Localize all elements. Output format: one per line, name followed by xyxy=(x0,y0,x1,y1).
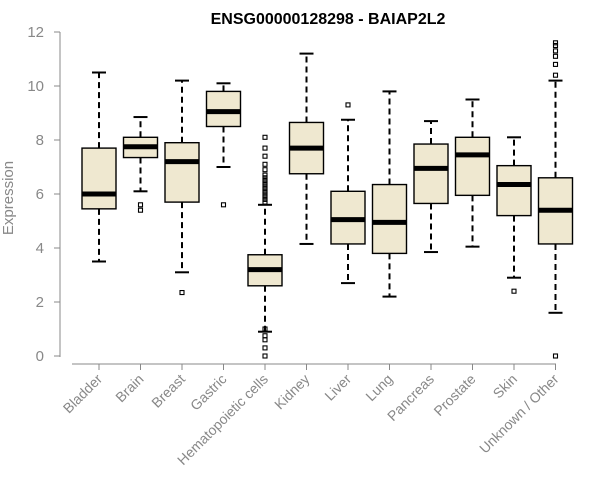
outlier-point xyxy=(179,289,185,296)
box-group xyxy=(537,40,574,359)
box-group xyxy=(371,90,408,298)
outlier-point xyxy=(262,183,268,189)
outlier-point xyxy=(262,337,268,343)
y-axis-label: Expression xyxy=(0,161,17,235)
outlier-point xyxy=(552,53,559,59)
outlier-point xyxy=(552,353,559,359)
outlier-point xyxy=(137,207,144,213)
outlier-point xyxy=(552,72,559,78)
boxes xyxy=(81,40,574,359)
box-iqr xyxy=(454,136,491,197)
box-iqr xyxy=(205,90,242,128)
y-tick-label: 0 xyxy=(36,348,44,365)
y-ticks: 0 2 4 6 8 10 12 xyxy=(27,24,60,365)
x-tick-label: Bladder xyxy=(60,371,106,417)
y-tick-label: 12 xyxy=(27,24,44,41)
box-group xyxy=(81,71,117,263)
outlier-point xyxy=(262,199,268,205)
y-tick-label: 2 xyxy=(36,294,44,311)
box-iqr xyxy=(164,141,200,203)
box-group xyxy=(164,79,200,296)
y-tick-label: 10 xyxy=(27,78,44,95)
outlier-point xyxy=(262,333,268,339)
box-group xyxy=(454,98,491,248)
outlier-point xyxy=(262,326,268,332)
x-tick-label: Brain xyxy=(112,371,146,405)
y-tick-label: 6 xyxy=(36,186,44,203)
outlier-point xyxy=(262,186,268,192)
outlier-point xyxy=(137,202,144,208)
outlier-point xyxy=(262,175,268,181)
box-iqr xyxy=(496,164,532,217)
outlier-point xyxy=(262,345,268,351)
outlier-point xyxy=(220,202,227,208)
outlier-point xyxy=(262,161,268,167)
x-tick-label: Breast xyxy=(148,371,188,411)
outlier-point xyxy=(262,145,268,151)
outlier-point xyxy=(262,180,268,186)
outlier-point xyxy=(511,288,517,294)
box-iqr xyxy=(413,143,449,205)
outlier-point xyxy=(262,134,268,140)
outlier-point xyxy=(262,194,268,200)
box-group xyxy=(413,120,449,254)
outlier-point xyxy=(262,188,268,194)
x-tick-label: Skin xyxy=(490,371,521,402)
box-group xyxy=(122,116,159,213)
x-tick-label: Liver xyxy=(321,371,354,404)
y-tick-label: 8 xyxy=(36,132,44,149)
x-tick-label: Unknown / Other xyxy=(476,371,562,457)
outlier-point xyxy=(262,177,268,184)
box-iqr xyxy=(371,183,408,255)
box-group xyxy=(496,136,532,294)
box-iqr xyxy=(81,147,117,210)
x-tick-label: Kidney xyxy=(271,371,313,413)
box-group xyxy=(288,52,325,245)
outlier-point xyxy=(345,102,351,108)
outlier-point xyxy=(262,191,268,197)
box-group xyxy=(247,134,283,359)
y-tick-label: 4 xyxy=(36,240,44,257)
outlier-point xyxy=(552,61,559,67)
outlier-point xyxy=(262,167,268,173)
outlier-point xyxy=(262,353,268,359)
x-tick-label: Lung xyxy=(362,371,395,404)
outlier-point xyxy=(552,40,559,46)
outlier-point xyxy=(262,172,268,178)
box-group xyxy=(205,82,242,208)
outlier-point xyxy=(552,42,559,49)
outlier-point xyxy=(262,153,268,159)
outlier-point xyxy=(262,196,268,202)
x-tick-label: Prostate xyxy=(430,371,478,419)
chart-title: ENSG00000128298 - BAIAP2L2 xyxy=(211,11,446,28)
box-group xyxy=(330,102,366,285)
outlier-point xyxy=(552,48,559,54)
